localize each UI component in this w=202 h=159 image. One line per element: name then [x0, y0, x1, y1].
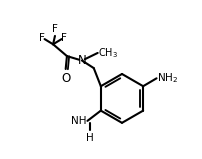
Text: O: O	[61, 73, 70, 86]
Text: N: N	[77, 54, 86, 67]
Text: NH$_2$: NH$_2$	[157, 71, 178, 85]
Text: F: F	[39, 33, 44, 43]
Text: NH: NH	[71, 116, 86, 126]
Text: H: H	[85, 133, 93, 143]
Text: CH$_3$: CH$_3$	[98, 46, 118, 60]
Text: F: F	[61, 33, 67, 43]
Text: F: F	[52, 24, 58, 34]
